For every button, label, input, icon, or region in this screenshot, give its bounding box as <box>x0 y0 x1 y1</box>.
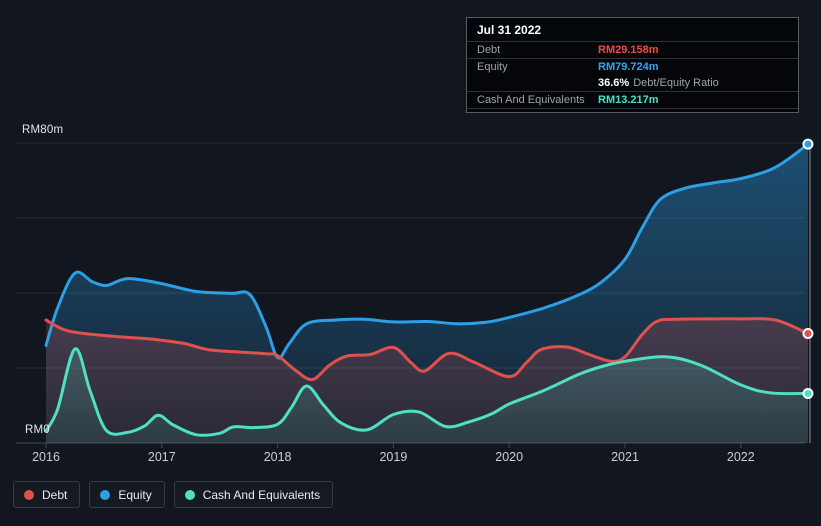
tooltip-equity-row: Equity RM79.724m <box>467 59 798 75</box>
legend-item-cash[interactable]: Cash And Equivalents <box>173 481 334 508</box>
tooltip-debt-label: Debt <box>477 44 501 56</box>
x-tick-label-2018: 2018 <box>264 450 292 464</box>
x-tick-label-2017: 2017 <box>148 450 176 464</box>
series-endpoint-dots-group <box>802 138 814 399</box>
debt-dot-icon <box>24 489 34 500</box>
x-tick-label-2019: 2019 <box>379 450 407 464</box>
tooltip-ratio-value: 36.6% Debt/Equity Ratio <box>598 77 719 89</box>
area-fills-group <box>46 144 808 443</box>
x-tick-label-2016: 2016 <box>32 450 60 464</box>
tooltip-equity-value: RM79.724m <box>598 61 659 73</box>
equity-endpoint-dot <box>802 138 814 150</box>
legend-debt-label: Debt <box>42 487 68 502</box>
y-axis-zero-label: RM0 <box>25 424 50 436</box>
x-axis-ticks-group <box>45 443 742 448</box>
x-axis-labels-group: 2016 2017 2018 2019 2020 2021 2022 <box>32 450 755 464</box>
tooltip-debt-value: RM29.158m <box>598 44 659 56</box>
equity-dot-icon <box>100 489 111 500</box>
legend-cash-label: Cash And Equivalents <box>202 487 321 502</box>
tooltip-cash-value: RM13.217m <box>598 94 659 106</box>
tooltip-cash-label: Cash And Equivalents <box>477 94 585 106</box>
debt-endpoint-dot <box>802 328 814 339</box>
debt-line <box>44 317 810 382</box>
tooltip-debt-row: Debt RM29.158m <box>467 42 798 59</box>
tooltip-cash-row: Cash And Equivalents RM13.217m <box>467 92 798 109</box>
tooltip-ratio-label: Debt/Equity Ratio <box>633 77 719 89</box>
x-tick-label-2020: 2020 <box>495 450 523 464</box>
cash-area <box>46 348 808 443</box>
tooltip-ratio-percent: 36.6% <box>598 77 630 89</box>
y-axis-top-label: RM80m <box>22 124 64 136</box>
cash-endpoint-dot <box>802 388 814 399</box>
equity-line <box>44 142 810 360</box>
chart-tooltip: Jul 31 2022 Debt RM29.158m Equity RM79.7… <box>466 17 799 113</box>
chart-legend: Debt Equity Cash And Equivalents <box>13 481 334 508</box>
cash-line <box>44 347 810 437</box>
tooltip-equity-label: Equity <box>477 61 508 73</box>
legend-item-equity[interactable]: Equity <box>89 481 165 508</box>
x-tick-label-2021: 2021 <box>611 450 639 464</box>
legend-item-debt[interactable]: Debt <box>13 481 81 508</box>
tooltip-ratio-row: 36.6% Debt/Equity Ratio <box>467 75 798 92</box>
legend-equity-label: Equity <box>118 487 152 502</box>
x-tick-label-2022: 2022 <box>727 450 755 464</box>
cash-dot-icon <box>184 489 195 500</box>
tooltip-date: Jul 31 2022 <box>467 18 798 42</box>
series-lines-group <box>44 142 810 437</box>
